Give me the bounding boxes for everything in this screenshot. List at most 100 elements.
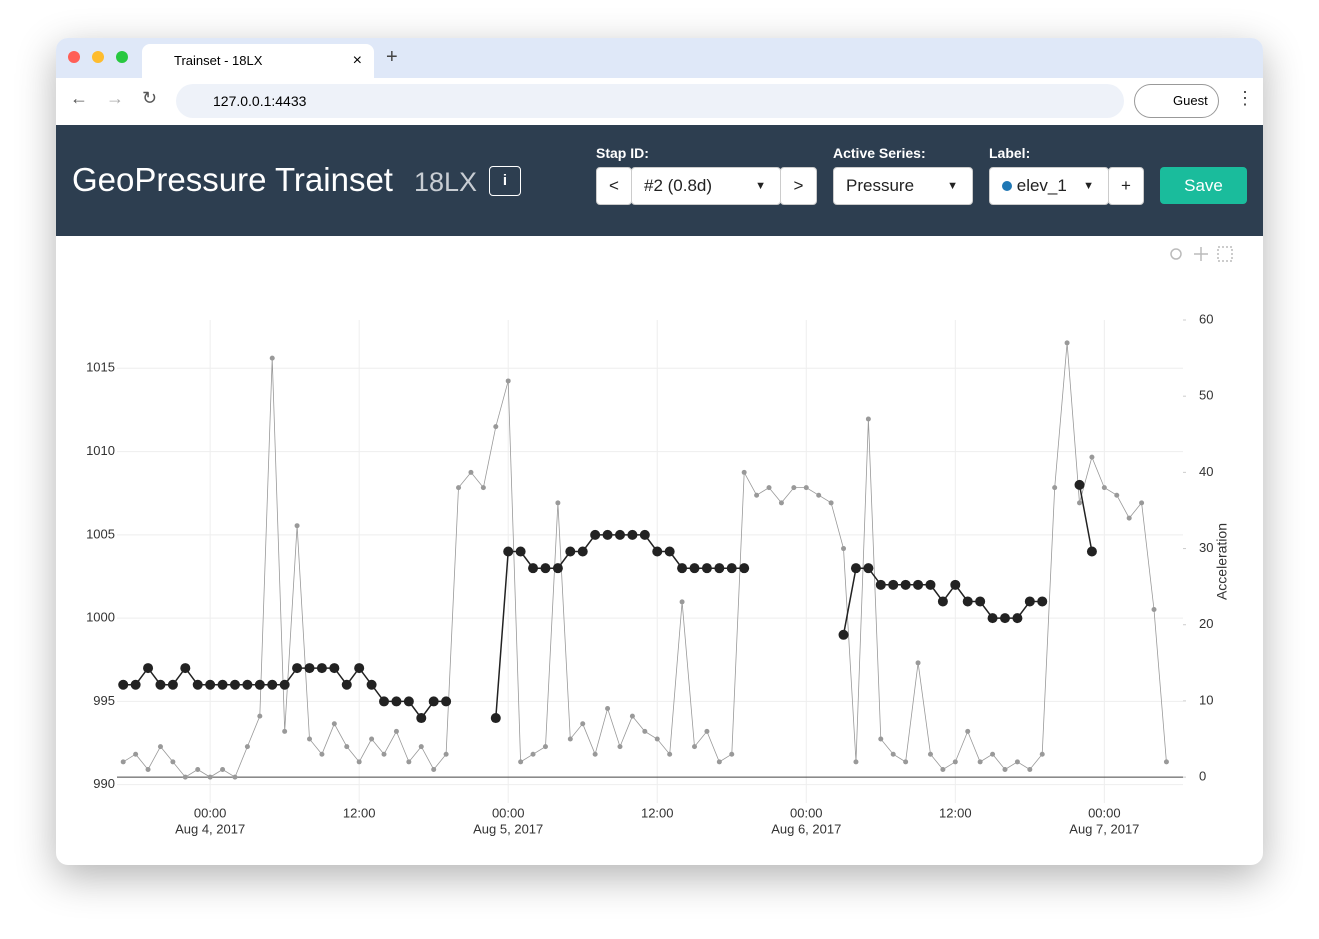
series-point [1052, 485, 1058, 491]
series-point [714, 563, 725, 574]
new-tab[interactable]: + [386, 46, 398, 68]
x-tick-label: 00:00 [1088, 805, 1121, 820]
stap-select[interactable]: #2 (0.8d) ▼ [631, 167, 781, 205]
series-point [220, 766, 226, 772]
series-point [913, 579, 924, 590]
menu[interactable]: ⋮ [1236, 88, 1254, 108]
series-point [269, 355, 275, 361]
series-point [207, 774, 213, 780]
y-tick-label: 1015 [86, 360, 115, 375]
tab[interactable]: Trainset - 18LX × [142, 44, 374, 78]
series-point [614, 529, 625, 540]
series-point [254, 679, 265, 690]
y-tick-label: 1000 [86, 610, 115, 625]
series-point [577, 546, 588, 557]
series-point [778, 500, 784, 506]
close-dot[interactable] [68, 51, 80, 63]
series-point [1064, 340, 1070, 346]
select-icon[interactable] [1217, 246, 1233, 262]
zoom-icon[interactable] [1170, 248, 1182, 260]
series-point [1077, 500, 1083, 506]
series-point [155, 679, 166, 690]
y2-tick-label: 30 [1199, 540, 1213, 555]
series-point [1089, 454, 1095, 460]
series-point [366, 679, 377, 690]
y-tick-label: 1010 [86, 443, 115, 458]
series-point [1012, 613, 1023, 624]
x-tick-label: 12:00 [939, 805, 972, 820]
series-point [391, 696, 402, 707]
url-field[interactable]: 127.0.0.1:4433 [176, 84, 1124, 118]
series-point [304, 663, 315, 674]
series-point [292, 663, 303, 674]
label-select[interactable]: elev_1 ▼ [989, 167, 1109, 205]
series-point [356, 759, 362, 765]
series-point [503, 546, 514, 557]
series-point [602, 529, 613, 540]
reload[interactable]: ↻ [142, 88, 158, 108]
y-tick-label: 995 [93, 693, 115, 708]
series-point [567, 736, 573, 742]
tab-close[interactable]: × [352, 52, 362, 69]
series-point [416, 713, 427, 724]
series-line [122, 342, 1167, 778]
series-point [726, 563, 737, 574]
series-point [1037, 596, 1048, 607]
series-point [307, 736, 313, 742]
series-point [443, 751, 449, 757]
back[interactable]: ← [70, 88, 88, 108]
series-point [381, 751, 387, 757]
forward[interactable]: → [106, 88, 124, 108]
series-point [217, 679, 228, 690]
series-point [1002, 766, 1008, 772]
series-point [875, 579, 886, 590]
series-point [962, 596, 973, 607]
next-button[interactable]: > [780, 167, 817, 205]
series-point [739, 563, 750, 574]
series-point [480, 485, 486, 491]
series-point [704, 728, 710, 734]
app-subtitle: 18LX [414, 167, 478, 197]
stap-label: Stap ID: [596, 145, 649, 161]
app-header: GeoPressure Trainset 18LX i Stap ID: < #… [56, 125, 1263, 236]
x-tick-label: 12:00 [641, 805, 674, 820]
min-dot[interactable] [92, 51, 104, 63]
series-point [143, 663, 154, 674]
profile[interactable]: Guest [1134, 84, 1219, 118]
series-point [1151, 606, 1157, 612]
x-tick-label: 00:00 [194, 805, 227, 820]
prev-button[interactable]: < [596, 167, 632, 205]
series-point [937, 596, 948, 607]
y-tick-label: 990 [93, 776, 115, 791]
series-point [627, 529, 638, 540]
label-value: elev_1 [1016, 176, 1067, 195]
series-point [925, 579, 936, 590]
series-point [828, 500, 834, 506]
series-point [431, 766, 437, 772]
max-dot[interactable] [116, 51, 128, 63]
series-point [170, 759, 176, 765]
series-point [540, 563, 551, 574]
series-point [133, 751, 139, 757]
add-label[interactable]: + [1108, 167, 1144, 205]
series-point [639, 529, 650, 540]
series-point [654, 736, 660, 742]
series-point [490, 713, 501, 724]
series-point [865, 416, 871, 422]
series-point [518, 759, 524, 765]
x-tick-label: 00:00 [790, 805, 823, 820]
series-point [888, 579, 899, 590]
series-point [667, 751, 673, 757]
series-point [1101, 485, 1107, 491]
address-bar: ← → ↻ 127.0.0.1:4433 Guest ⋮ [56, 78, 1263, 126]
url: 127.0.0.1:4433 [213, 93, 307, 109]
series-point [195, 766, 201, 772]
series-select[interactable]: Pressure ▼ [833, 167, 973, 205]
series-point [853, 759, 859, 765]
save-button[interactable]: Save [1160, 167, 1247, 204]
series-point [331, 721, 337, 727]
info-button[interactable]: i [489, 166, 521, 196]
series-point [354, 663, 365, 674]
add-text: + [1121, 176, 1131, 195]
pan-icon[interactable] [1194, 247, 1208, 261]
